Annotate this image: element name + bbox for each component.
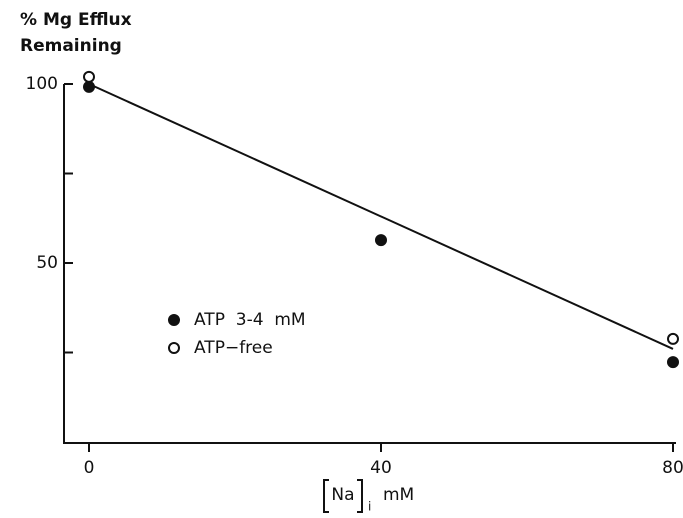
legend-marker xyxy=(168,314,180,326)
x-axis-title: Na xyxy=(331,485,354,505)
y-axis-title: % Mg Efflux xyxy=(20,10,132,30)
point xyxy=(83,70,95,83)
x-tick-label: 0 xyxy=(84,458,95,478)
y-tick-label: 50 xyxy=(36,253,58,273)
y-axis-title: Remaining xyxy=(20,36,122,56)
axes xyxy=(63,84,676,444)
point xyxy=(667,332,679,345)
point xyxy=(83,80,95,93)
legend-label: ATP−free xyxy=(194,338,273,358)
point xyxy=(667,356,679,369)
x-axis-subscript: i xyxy=(368,500,371,514)
x-axis-unit: mM xyxy=(383,485,414,505)
legend-label: ATP 3-4 mM xyxy=(194,310,306,330)
y-tick-label: 100 xyxy=(26,74,58,94)
x-title-brackets xyxy=(323,479,363,513)
point xyxy=(375,234,387,247)
legend-marker xyxy=(168,342,180,354)
x-tick-label: 40 xyxy=(370,458,392,478)
x-tick-label: 80 xyxy=(662,458,683,478)
fit-line xyxy=(88,83,674,350)
